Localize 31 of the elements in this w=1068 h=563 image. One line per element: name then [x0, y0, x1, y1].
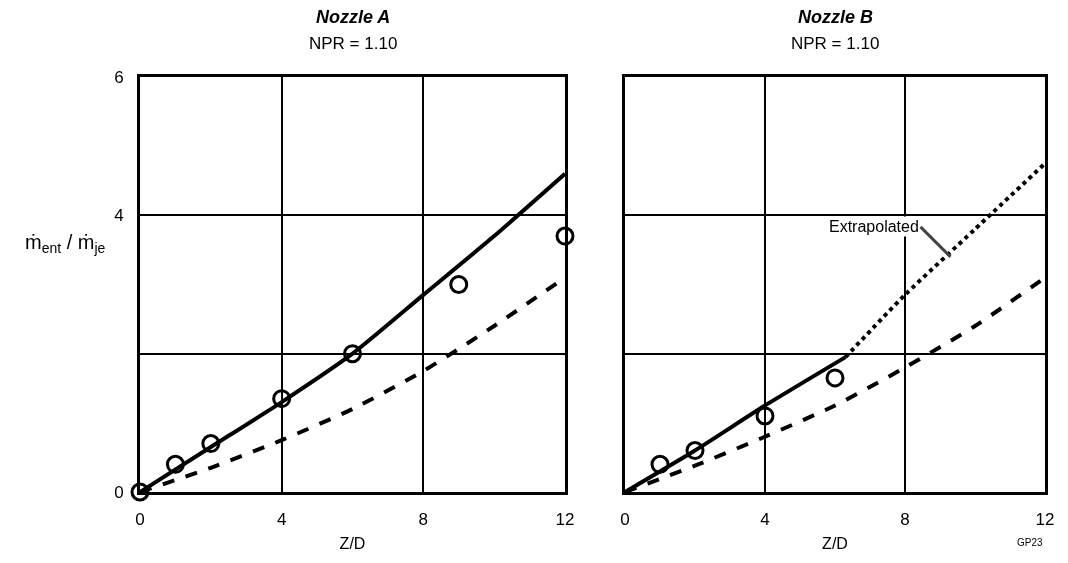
point	[272, 389, 292, 409]
x-tick-label: 0	[135, 510, 145, 530]
point	[825, 368, 845, 388]
point	[130, 482, 150, 502]
point	[449, 275, 469, 294]
x-axis-title: Z/D	[822, 535, 848, 553]
text: GP23	[1017, 537, 1044, 548]
point	[165, 454, 185, 474]
point	[343, 344, 362, 364]
chart-subtitle: NPR = 1.10	[791, 34, 880, 53]
y-tick-label: 6	[114, 67, 124, 87]
x-axis-title: Z/D	[339, 535, 366, 553]
x-tick-label: 8	[900, 510, 910, 530]
chart-subtitle: NPR = 1.10	[309, 34, 398, 53]
x-tick-label: 4	[276, 510, 287, 530]
point	[201, 434, 221, 454]
chart-title: Nozzle A	[316, 7, 391, 27]
y-axis-title: ṁ$_{ent}$ / ṁ$_{je}$	[25, 231, 106, 257]
x-tick-label: 0	[620, 510, 630, 530]
point	[685, 441, 705, 460]
x-tick-label: 4	[760, 510, 770, 530]
y-tick-label: 0	[114, 482, 124, 502]
x-tick-label: 12	[1035, 510, 1055, 530]
chart-title: Nozzle B	[798, 7, 874, 27]
point	[755, 406, 775, 426]
point	[555, 226, 575, 246]
annotation: Extrapolated	[829, 218, 919, 235]
x-tick-label: 12	[555, 510, 575, 530]
x-tick-label: 8	[418, 510, 429, 530]
y-tick-label: 4	[114, 206, 124, 226]
point	[650, 454, 670, 474]
